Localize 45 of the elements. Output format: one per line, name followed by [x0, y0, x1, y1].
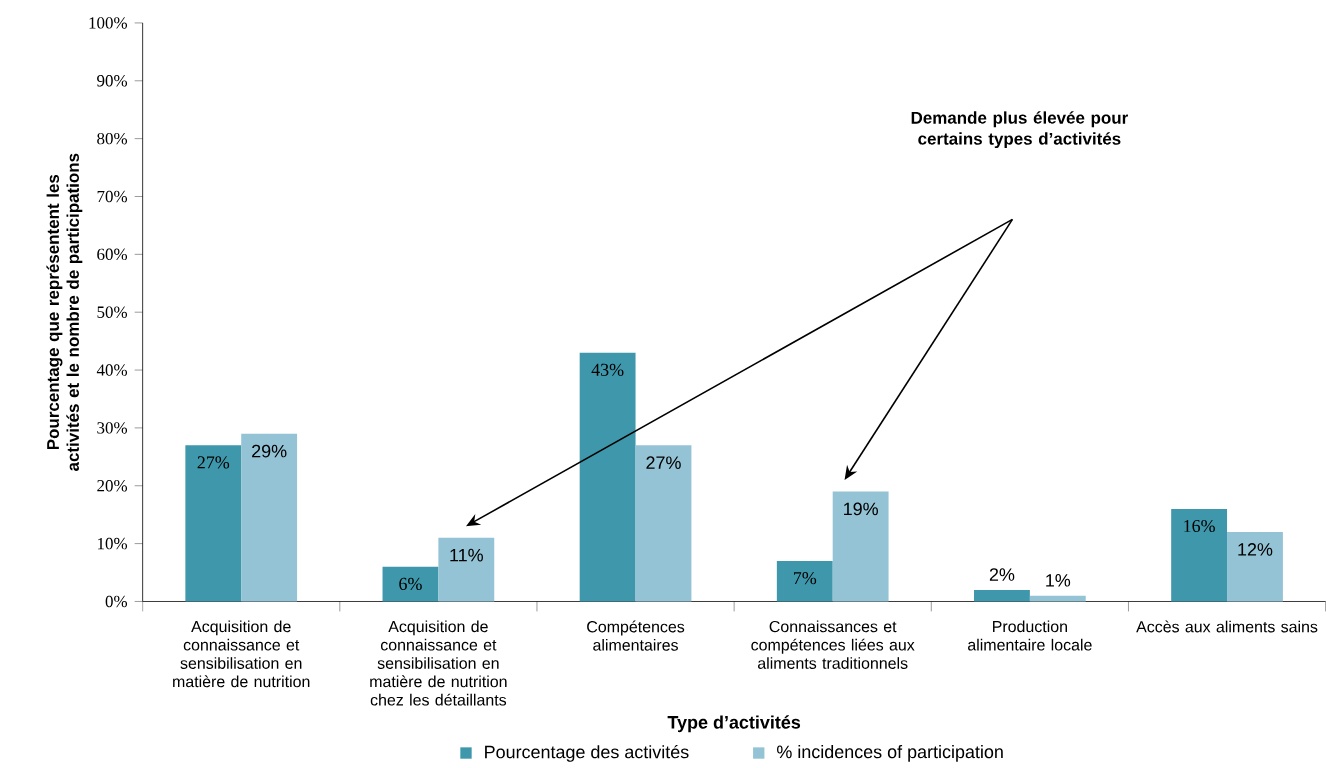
data-label: 27% — [197, 456, 230, 469]
y-tick-label: 10% — [98, 537, 128, 550]
bar — [832, 491, 889, 602]
y-tick-label: 20% — [97, 480, 128, 492]
x-tick-label: Acquisition de connaissance et sensibilisation en matière de nutrition — [173, 620, 310, 688]
y-tick-label: 80% — [97, 132, 128, 145]
y-axis-title: Pourcentage que représentent les activités et le nombre de participations — [46, 153, 83, 471]
bar — [1227, 532, 1283, 602]
y-tick-label: 50% — [97, 306, 128, 318]
y-tick-label: 70% — [97, 190, 128, 203]
data-label: 2% — [989, 568, 1015, 581]
x-tick-label: Production alimentaire locale — [968, 620, 1092, 651]
y-tick-label: 30% — [97, 422, 128, 434]
bar — [579, 352, 636, 602]
data-label: 27% — [646, 456, 681, 469]
legend-label: % incidences of participation — [777, 745, 1003, 762]
bar — [438, 537, 495, 602]
y-tick-label: 100% — [89, 17, 128, 29]
bar — [382, 566, 439, 602]
bar — [1171, 508, 1228, 602]
data-label: 11% — [450, 548, 483, 562]
x-axis-title: Type d’activités — [667, 715, 801, 733]
data-label: 1% — [1046, 574, 1071, 587]
data-label: 16% — [1184, 519, 1215, 533]
x-tick-label: Connaissances et compétences liées aux aliments traditionnels — [751, 620, 915, 669]
annotation: Demande plus élevée pour certains types d’activités — [911, 111, 1128, 149]
x-tick-label: Acquisition de connaissance et sensibilisation en matière de nutrition chez les détaillants — [370, 620, 507, 706]
y-tick-label: 90% — [97, 75, 128, 87]
bar — [635, 445, 692, 602]
y-tick-label: 40% — [96, 364, 128, 376]
bar — [241, 433, 298, 602]
x-tick-label: Compétences alimentaires — [587, 620, 685, 651]
data-label: 6% — [399, 577, 422, 590]
bar — [974, 589, 1030, 602]
data-label: 19% — [844, 502, 878, 516]
data-label: 12% — [1238, 543, 1273, 556]
y-tick-label: 0% — [105, 595, 128, 608]
bar — [776, 560, 833, 602]
data-label: 7% — [794, 571, 817, 585]
y-tick-label: 60% — [97, 248, 128, 261]
data-label: 43% — [591, 363, 624, 376]
x-tick-label: Accès aux aliments sains — [1136, 620, 1318, 633]
bar — [185, 445, 242, 602]
data-label: 29% — [252, 444, 287, 458]
legend-label: Pourcentage des activités — [485, 744, 689, 762]
